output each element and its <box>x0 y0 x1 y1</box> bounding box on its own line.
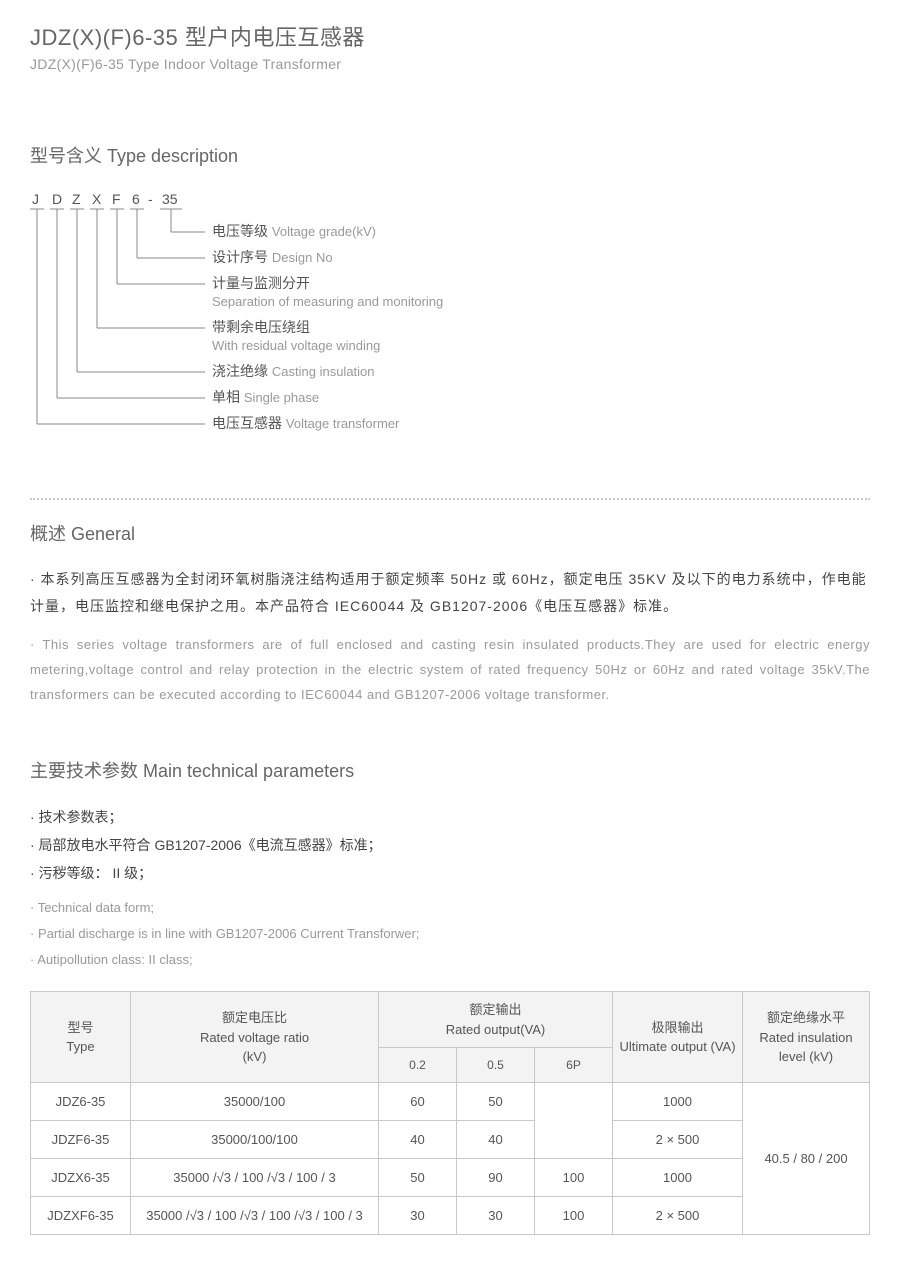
type-description-tree: J D Z X F 6 - 35 <box>30 188 870 458</box>
bullet-cn: · 技术参数表； <box>30 803 870 831</box>
th-ratio: 额定电压比Rated voltage ratio(kV) <box>131 992 379 1083</box>
type-item-0-cn: 电压等级 Voltage grade(kV) <box>212 223 376 239</box>
section-general-heading: 概述 General <box>30 520 870 546</box>
type-item-5-cn: 单相 Single phase <box>212 389 319 405</box>
section-params-heading: 主要技术参数 Main technical parameters <box>30 757 870 783</box>
cell-ratio: 35000 /√3 / 100 /√3 / 100 /√3 / 100 / 3 <box>131 1197 379 1235</box>
th-ultimate: 极限输出Ultimate output (VA) <box>613 992 743 1083</box>
cell-ratio: 35000/100 <box>131 1083 379 1121</box>
code-char-dash: - <box>148 191 153 207</box>
cell-ratio: 35000 /√3 / 100 /√3 / 100 / 3 <box>131 1159 379 1197</box>
th-output-05: 0.5 <box>457 1048 535 1083</box>
cell-02: 60 <box>379 1083 457 1121</box>
type-tree-svg: J D Z X F 6 - 35 <box>30 188 590 458</box>
cell-05: 90 <box>457 1159 535 1197</box>
cell-type: JDZF6-35 <box>31 1121 131 1159</box>
code-char-D: D <box>52 191 62 207</box>
page-title-en: JDZ(X)(F)6-35 Type Indoor Voltage Transf… <box>30 56 870 72</box>
cell-02: 40 <box>379 1121 457 1159</box>
table-row: JDZ6-35 35000/100 60 50 1000 40.5 / 80 /… <box>31 1083 870 1121</box>
cell-type: JDZ6-35 <box>31 1083 131 1121</box>
code-char-F: F <box>112 191 121 207</box>
bullet-cn: · 局部放电水平符合 GB1207-2006《电流互感器》标准； <box>30 831 870 859</box>
cell-05: 30 <box>457 1197 535 1235</box>
th-output-02: 0.2 <box>379 1048 457 1083</box>
type-item-6-cn: 电压互感器 Voltage transformer <box>212 415 400 431</box>
type-item-1-cn: 设计序号 Design No <box>212 249 333 265</box>
page-title-cn: JDZ(X)(F)6-35 型户内电压互感器 <box>30 20 870 52</box>
type-item-4-cn: 浇注绝缘 Casting insulation <box>212 363 375 379</box>
code-char-35: 35 <box>162 191 178 207</box>
cell-6p: 100 <box>535 1159 613 1197</box>
cell-type: JDZX6-35 <box>31 1159 131 1197</box>
code-char-Z: Z <box>72 191 81 207</box>
cell-ratio: 35000/100/100 <box>131 1121 379 1159</box>
type-item-2-en: Separation of measuring and monitoring <box>212 294 443 309</box>
cell-6p-merged <box>535 1083 613 1159</box>
params-bullets-cn: · 技术参数表； · 局部放电水平符合 GB1207-2006《电流互感器》标准… <box>30 803 870 887</box>
cell-ult: 2 × 500 <box>613 1197 743 1235</box>
cell-type: JDZXF6-35 <box>31 1197 131 1235</box>
code-char-J: J <box>32 191 39 207</box>
cell-05: 40 <box>457 1121 535 1159</box>
cell-05: 50 <box>457 1083 535 1121</box>
th-output: 额定输出Rated output(VA) <box>379 992 613 1048</box>
th-insulation: 额定绝缘水平Rated insulation level (kV) <box>743 992 870 1083</box>
cell-ult: 1000 <box>613 1159 743 1197</box>
cell-insulation: 40.5 / 80 / 200 <box>743 1083 870 1235</box>
cell-ult: 1000 <box>613 1083 743 1121</box>
section-divider <box>30 498 870 500</box>
page-header: JDZ(X)(F)6-35 型户内电压互感器 JDZ(X)(F)6-35 Typ… <box>30 20 870 72</box>
cell-02: 30 <box>379 1197 457 1235</box>
general-text-cn: · 本系列高压互感器为全封闭环氧树脂浇注结构适用于额定频率 50Hz 或 60H… <box>30 566 870 619</box>
th-type: 型号Type <box>31 992 131 1083</box>
cell-6p: 100 <box>535 1197 613 1235</box>
type-item-3-cn: 带剩余电压绕组 <box>212 319 310 335</box>
params-table: 型号Type 额定电压比Rated voltage ratio(kV) 额定输出… <box>30 991 870 1235</box>
type-item-2-cn: 计量与监测分开 <box>212 275 310 291</box>
params-bullets-en: · Technical data form; · Partial dischar… <box>30 895 870 973</box>
cell-02: 50 <box>379 1159 457 1197</box>
cell-ult: 2 × 500 <box>613 1121 743 1159</box>
type-item-3-en: With residual voltage winding <box>212 338 380 353</box>
bullet-en: · Autipollution class: II class; <box>30 947 870 973</box>
bullet-cn: · 污秽等级： II 级； <box>30 859 870 887</box>
bullet-en: · Partial discharge is in line with GB12… <box>30 921 870 947</box>
code-char-6: 6 <box>132 191 140 207</box>
general-text-en: · This series voltage transformers are o… <box>30 633 870 707</box>
bullet-en: · Technical data form; <box>30 895 870 921</box>
code-char-X: X <box>92 191 102 207</box>
section-type-heading: 型号含义 Type description <box>30 142 870 168</box>
th-output-6p: 6P <box>535 1048 613 1083</box>
